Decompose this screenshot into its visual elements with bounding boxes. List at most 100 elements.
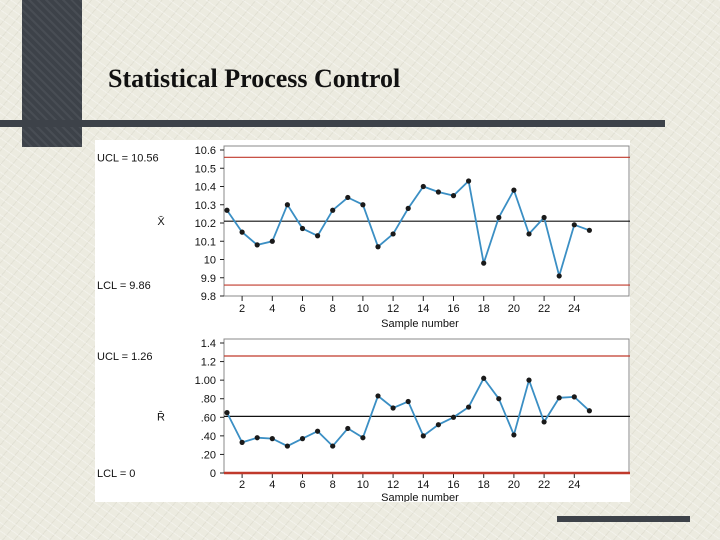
range-ytick-label: 1.4 <box>201 338 216 350</box>
xbar-data-point <box>496 214 502 221</box>
xbar-data-point <box>481 260 487 266</box>
range-xtick-label: 4 <box>269 479 275 491</box>
range-data-point <box>405 398 411 405</box>
xbar-data-point <box>556 273 562 279</box>
range-xtick-label: 8 <box>330 479 336 491</box>
range-plot-frame <box>223 338 630 474</box>
range-data-point <box>239 439 245 445</box>
decorative-horizontal-bar <box>0 120 665 127</box>
xbar-data-point <box>541 214 547 221</box>
xbar-xtick-label: 4 <box>269 303 275 315</box>
range-ytick-label: .20 <box>201 449 216 461</box>
range-ytick-label: .40 <box>201 431 216 443</box>
xbar-xtick-label: 16 <box>447 303 459 315</box>
range-data-point <box>299 436 306 442</box>
decorative-bottom-bar <box>557 516 690 522</box>
xbar-data-point <box>239 229 245 235</box>
xbar-data-point <box>571 222 577 228</box>
range-ytick-label: .80 <box>201 394 216 406</box>
range-data-point <box>390 405 396 411</box>
xbar-ytick-label: 10 <box>204 255 216 267</box>
slide-title: Statistical Process Control <box>108 64 401 93</box>
range-data-point <box>526 377 532 383</box>
range-xtick-label: 24 <box>568 479 580 491</box>
xbar-data-point <box>526 231 532 237</box>
range-xtick-label: 2 <box>239 479 245 491</box>
xbar-data-point <box>511 187 517 193</box>
xbar-xtick-label: 18 <box>478 303 490 315</box>
range-data-point <box>224 410 230 416</box>
xbar-ytick-label: 10.2 <box>195 218 216 230</box>
xbar-xtick-label: 6 <box>299 303 305 315</box>
xbar-xtick-label: 12 <box>387 303 399 315</box>
xbar-data-point <box>435 189 441 195</box>
range-xtick-label: 22 <box>538 479 550 491</box>
xbar-series-line <box>226 179 590 280</box>
range-ytick-label: 1.00 <box>195 375 216 387</box>
range-data-point <box>284 443 290 449</box>
range-data-point <box>586 408 592 414</box>
chart-panel: 10.6 10.5 10.4 10.3 10.2 10.1 10 9.9 9.8 2 4 6 8 10 12… <box>95 140 630 504</box>
xbar-data-point <box>345 194 351 201</box>
xbar-xtick-label: 22 <box>538 303 550 315</box>
xbar-xtick-label: 10 <box>357 303 369 315</box>
range-ytick-label: .60 <box>201 412 216 424</box>
range-lcl-label: LCL = 0 <box>97 468 135 480</box>
xbar-ytick-label: 10.6 <box>195 145 216 157</box>
xbar-xtick-label: 8 <box>330 303 336 315</box>
xbar-lcl-label: LCL = 9.86 <box>97 280 151 292</box>
range-data-point <box>511 432 517 438</box>
xbar-ytick-label: 10.3 <box>195 200 216 212</box>
xbar-ytick-label: 10.4 <box>195 182 216 194</box>
range-xtick-label: 14 <box>417 479 429 491</box>
range-data-point <box>330 443 336 449</box>
range-xtick-label: 10 <box>357 479 369 491</box>
xbar-xtick-label: 14 <box>417 303 429 315</box>
xbar-data-point <box>466 178 472 184</box>
xbar-ucl-label: UCL = 10.56 <box>97 152 159 164</box>
xbar-data-point <box>420 183 426 190</box>
range-data-point <box>375 393 381 399</box>
range-data-point <box>541 419 547 425</box>
xbar-data-point <box>284 202 290 208</box>
xbar-data-point <box>269 238 275 244</box>
xbar-data-point <box>450 193 457 199</box>
xbar-ytick-label: 9.9 <box>201 273 216 285</box>
range-x-axis-label: Sample number <box>381 492 459 502</box>
xbar-data-point <box>330 207 336 213</box>
xbar-ytick-label: 10.1 <box>195 236 216 248</box>
range-data-point <box>345 425 351 432</box>
range-data-point <box>556 395 562 401</box>
range-data-point <box>315 428 321 434</box>
xbar-x-axis-label: Sample number <box>381 318 459 330</box>
xbar-xtick-label: 20 <box>508 303 520 315</box>
range-data-point <box>481 375 487 381</box>
range-xtick-label: 16 <box>447 479 459 491</box>
range-center-label: R̄ <box>157 411 165 424</box>
range-xtick-label: 6 <box>299 479 305 491</box>
range-data-point <box>496 396 502 402</box>
xbar-data-point <box>586 227 592 233</box>
range-ytick-label: 0 <box>210 468 216 480</box>
xbar-ytick-label: 9.8 <box>201 291 216 303</box>
range-data-point <box>269 436 275 442</box>
xbar-ytick-label: 10.5 <box>195 163 216 175</box>
xbar-data-point <box>254 242 260 248</box>
range-data-point <box>360 435 366 441</box>
xbar-data-point <box>224 207 230 213</box>
xbar-data-point <box>360 202 366 208</box>
range-ucl-label: UCL = 1.26 <box>97 351 153 363</box>
range-data-point <box>254 435 260 441</box>
xbar-data-point <box>405 205 411 211</box>
xbar-data-point <box>315 233 321 239</box>
xbar-data-point <box>375 244 381 250</box>
range-data-point <box>466 404 472 410</box>
xbar-data-point <box>390 231 396 237</box>
range-xtick-label: 20 <box>508 479 520 491</box>
range-data-point <box>450 414 457 420</box>
xbar-data-point <box>299 225 306 232</box>
range-data-point <box>420 433 426 439</box>
range-series-line <box>226 376 591 448</box>
range-xtick-label: 12 <box>387 479 399 491</box>
